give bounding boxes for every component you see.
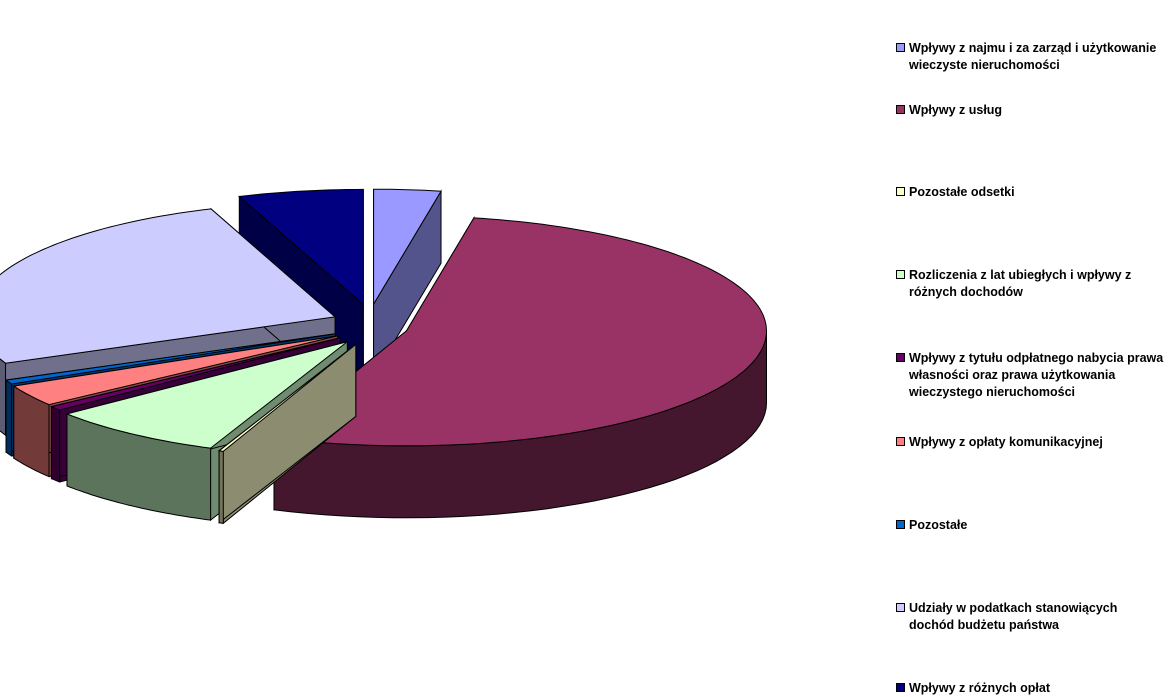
legend-label: Wpływy z najmu i za zarząd i użytkowanie… [909,41,1157,72]
pie-slice-top [0,208,337,364]
pie-slice-top [65,341,348,449]
pie-slice [272,216,768,519]
pie-slice-top [373,188,442,307]
legend-swatch [896,520,905,529]
pie-slice-top [238,188,364,306]
legend-swatch [896,437,905,446]
legend-swatch [896,105,905,114]
pie-slice-side [0,358,6,437]
legend-label: Wpływy z opłaty komunikacyjnej [909,435,1103,449]
legend-label: Udziały w podatkach stanowiących dochód … [909,601,1118,632]
pie-slice [373,188,442,379]
legend-label: Wpływy z tytułu odpłatnego nabycia prawa… [909,351,1164,399]
legend-label: Pozostałe [909,518,968,532]
pie-slice [217,343,357,525]
legend-label: Wpływy z usług [909,103,1003,117]
pie-slice-top [217,343,357,452]
pie-slice-top [12,335,338,406]
legend-swatch [896,353,905,362]
pie-chart-svg [0,188,768,525]
legend-label: Pozostałe odsetki [909,185,1015,199]
legend-swatch [896,187,905,196]
legend-swatch [896,603,905,612]
legend-label: Rozliczenia z lat ubiegłych i wpływy z r… [909,268,1132,299]
legend-swatch [896,683,905,692]
pie-slice-top [272,217,768,447]
legend-swatch [896,270,905,279]
pie-slice-top [4,333,336,385]
pie-chart [0,188,768,525]
legend-swatch [896,43,905,52]
legend-label: Wpływy z różnych opłat [909,681,1050,695]
pie-slice-top [49,337,341,411]
